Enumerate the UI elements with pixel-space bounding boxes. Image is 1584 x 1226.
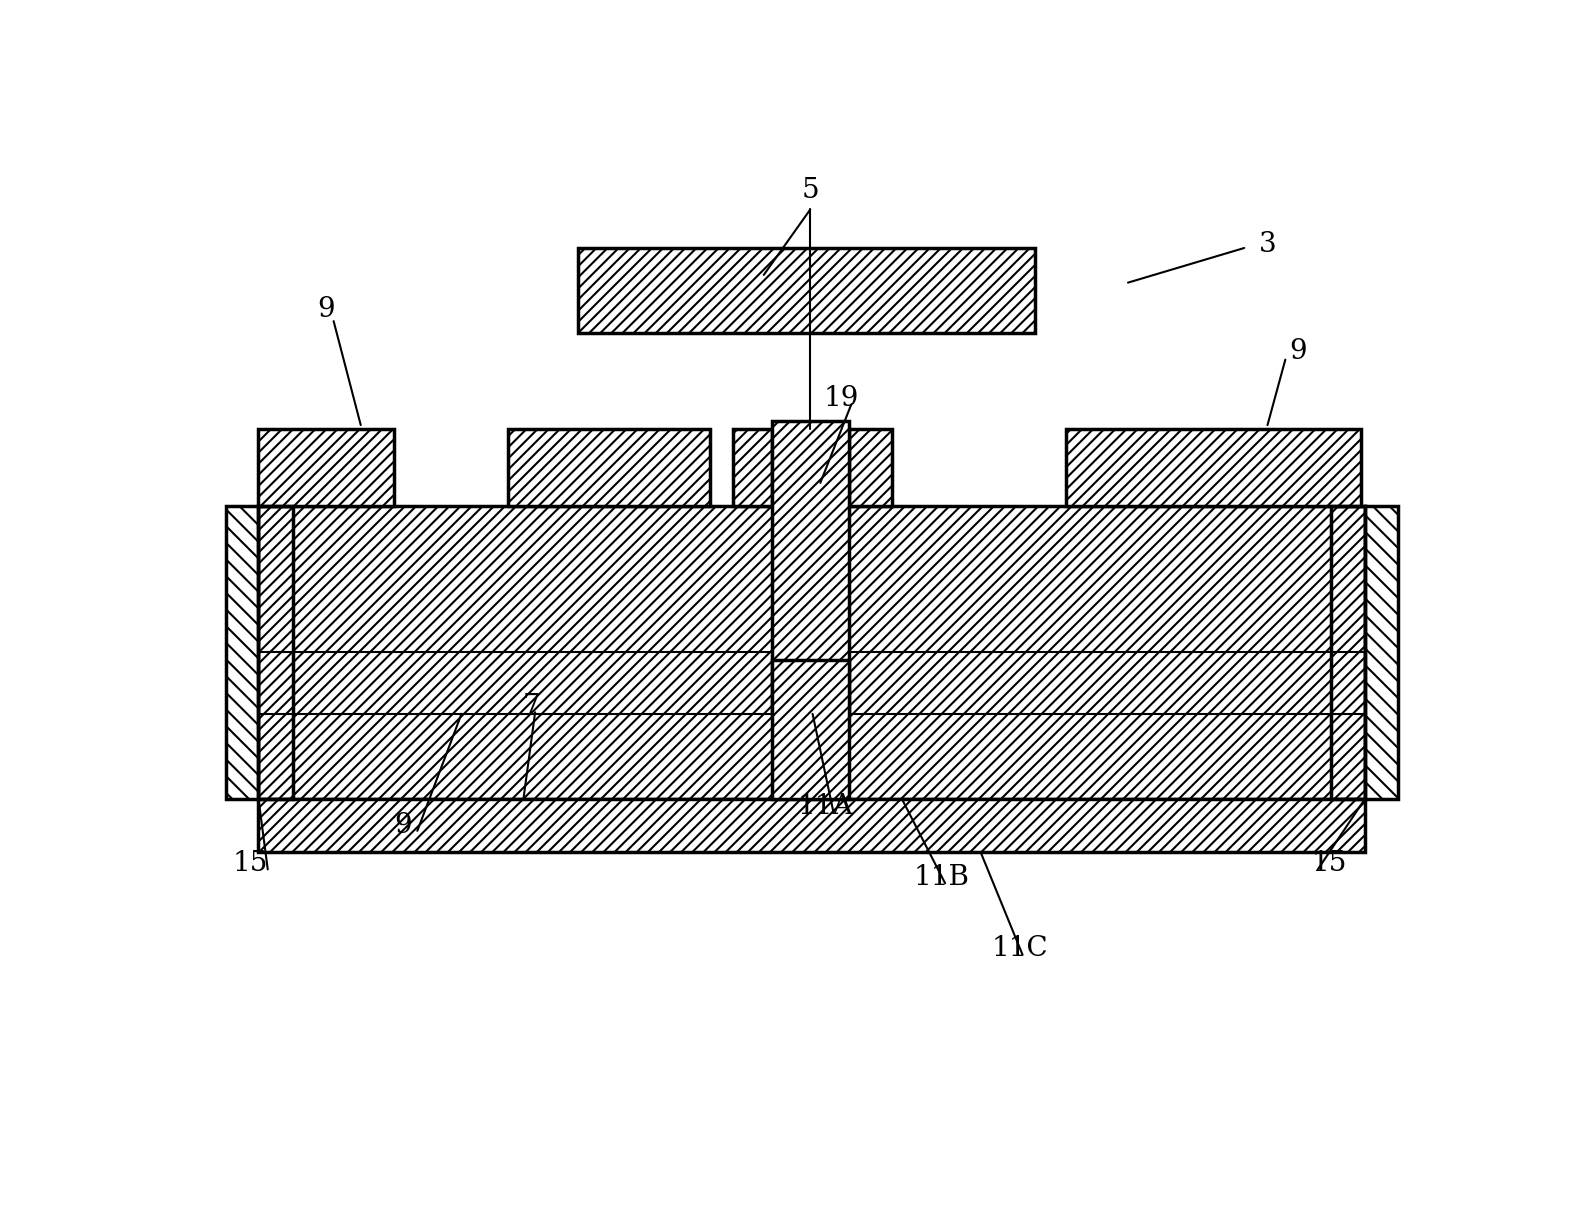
Text: 3: 3 — [1259, 230, 1277, 257]
Bar — [771, 429, 849, 506]
Text: 11A: 11A — [798, 793, 854, 820]
Bar — [733, 429, 892, 506]
Text: 11B: 11B — [914, 863, 969, 890]
Text: 5: 5 — [802, 177, 819, 204]
Text: 11C: 11C — [992, 935, 1047, 962]
Text: 9: 9 — [394, 812, 412, 839]
Bar — [258, 506, 293, 798]
Bar — [1365, 506, 1397, 798]
Text: 7: 7 — [523, 693, 540, 720]
Bar — [508, 429, 710, 506]
Bar — [578, 248, 1034, 332]
Bar — [1331, 506, 1365, 798]
Bar — [771, 422, 849, 714]
Bar — [258, 506, 1365, 798]
Text: 19: 19 — [824, 385, 859, 412]
Text: 9: 9 — [317, 297, 334, 324]
Text: 9: 9 — [1289, 338, 1307, 365]
Text: 15: 15 — [233, 851, 268, 878]
Bar — [1066, 429, 1361, 506]
Bar — [227, 506, 258, 798]
Bar — [771, 660, 849, 798]
Bar — [258, 798, 1365, 852]
Text: 15: 15 — [1312, 851, 1346, 878]
Bar — [258, 429, 394, 506]
